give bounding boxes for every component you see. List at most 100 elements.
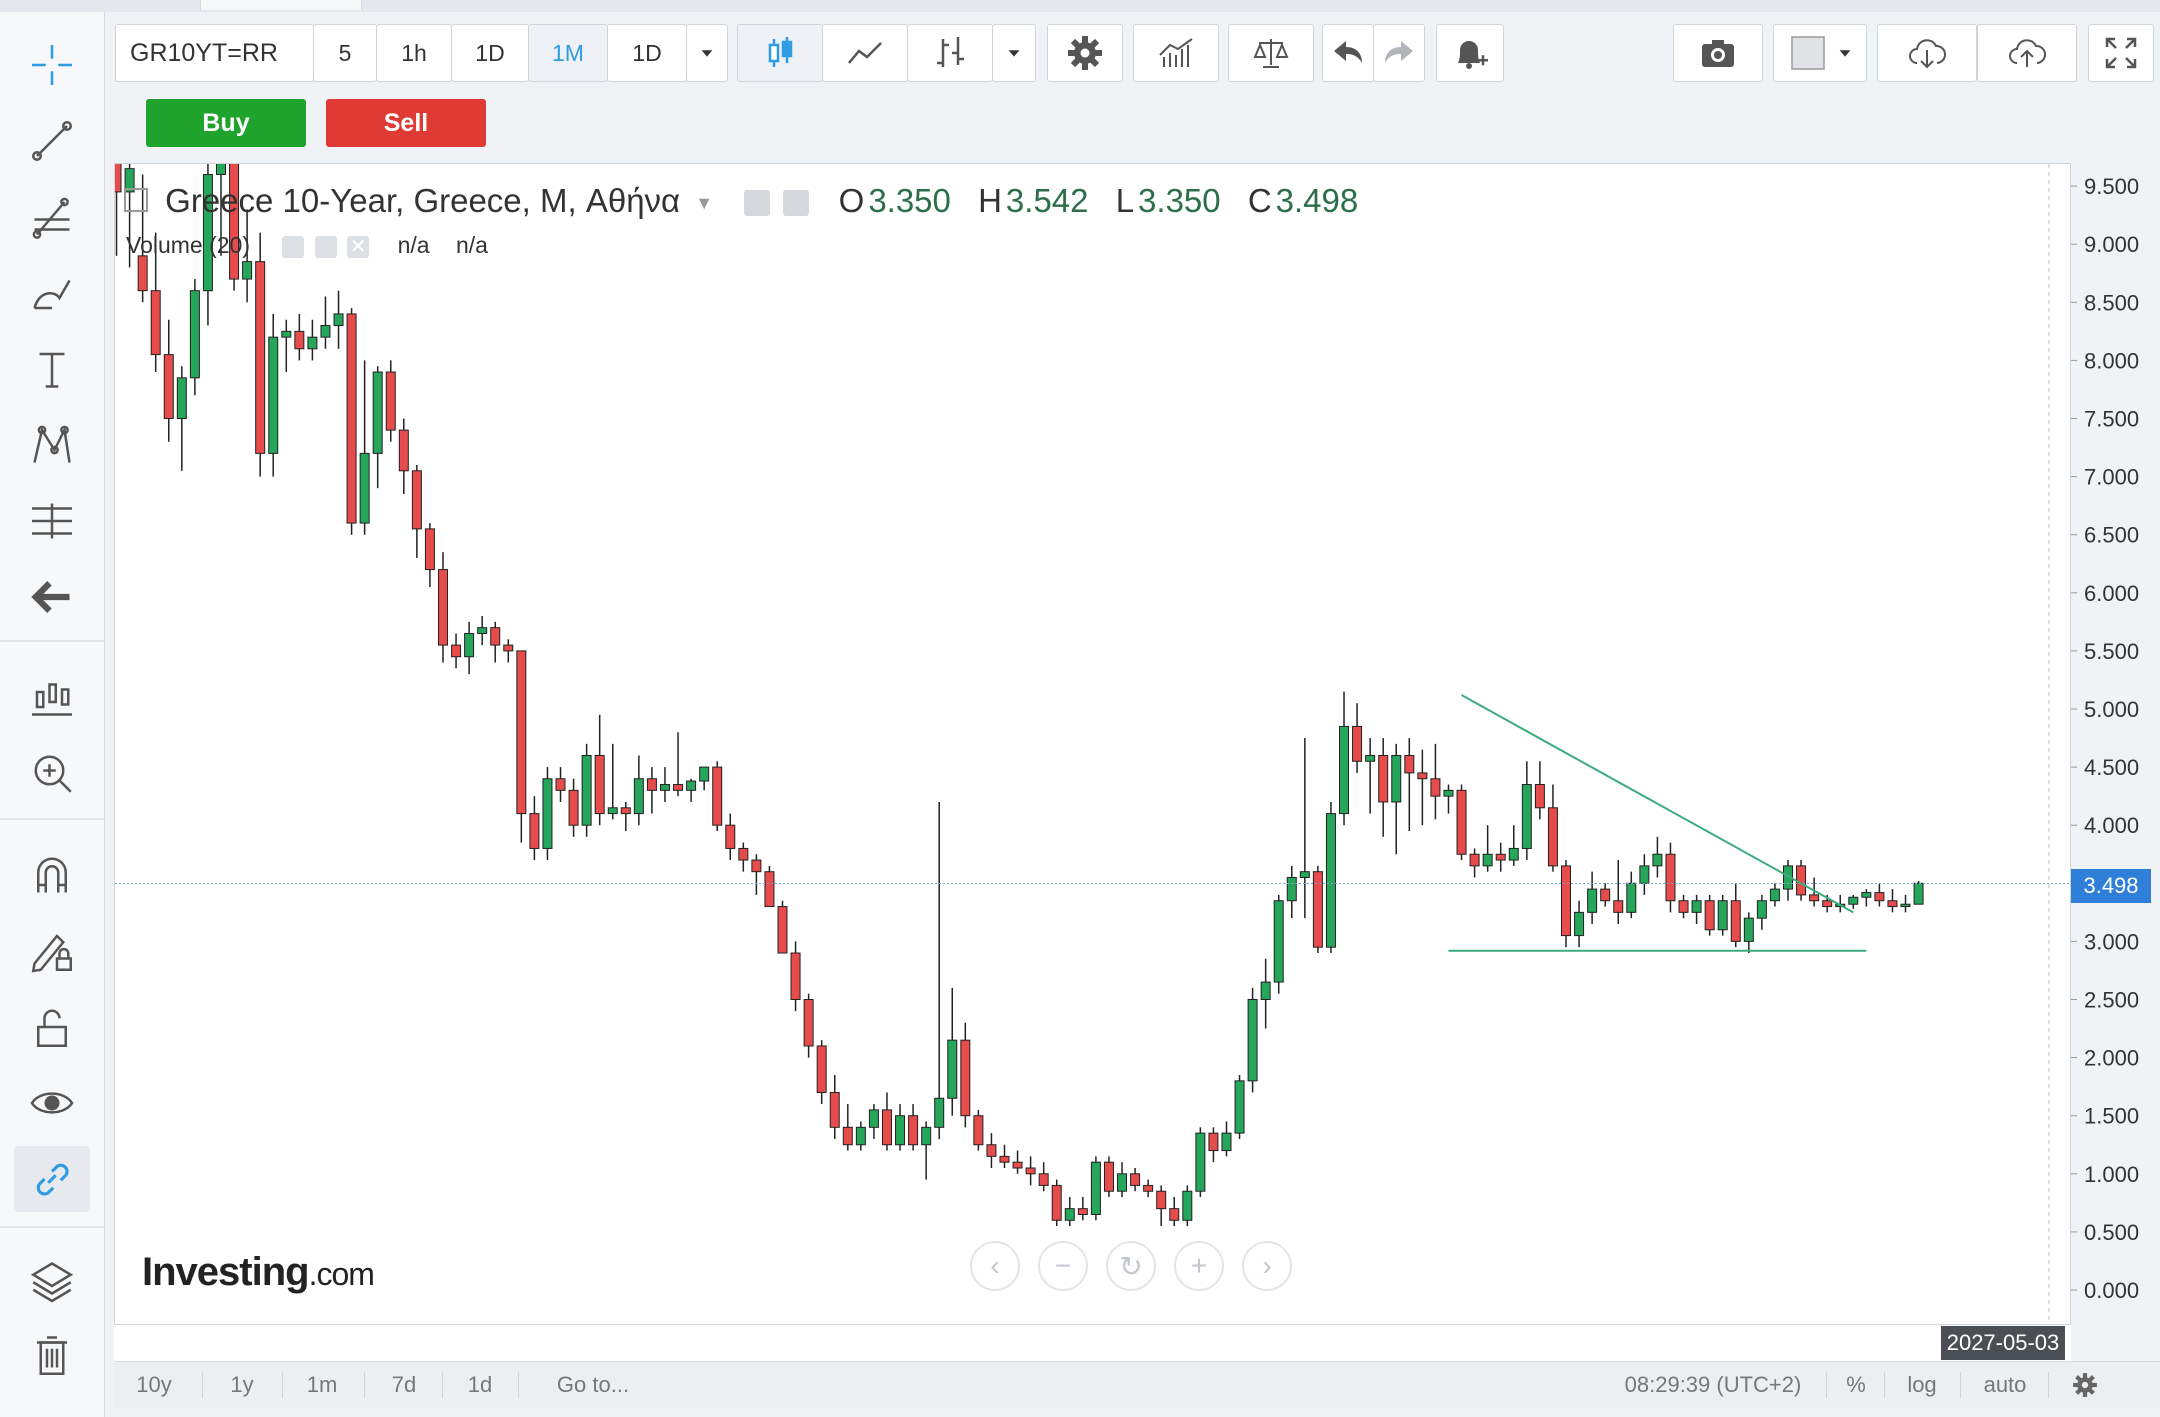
volume-settings-icon[interactable] bbox=[314, 235, 337, 258]
lock-drawing-tool[interactable] bbox=[14, 918, 90, 984]
chevron-down-icon[interactable]: ▼ bbox=[695, 192, 714, 213]
indicator-chart-icon bbox=[1159, 38, 1193, 67]
visibility-eye-icon[interactable] bbox=[744, 190, 771, 217]
sell-button[interactable]: Sell bbox=[326, 99, 486, 147]
y-tick-label: 0.000 bbox=[2084, 1278, 2139, 1303]
candle-body bbox=[1469, 853, 1480, 867]
cloud-upload-icon bbox=[2009, 39, 2046, 67]
candle bbox=[790, 941, 801, 1012]
close-icon[interactable]: ✕ bbox=[347, 235, 370, 258]
candle bbox=[1743, 912, 1754, 954]
save-layout-button[interactable] bbox=[1977, 24, 2077, 82]
candle-body bbox=[1691, 900, 1702, 913]
candle bbox=[1678, 894, 1689, 919]
candle bbox=[516, 650, 527, 843]
interval-1h-button[interactable]: 1h bbox=[376, 24, 452, 82]
zoom-tool[interactable] bbox=[14, 740, 90, 806]
range-1d-button[interactable]: 1d bbox=[467, 1372, 493, 1397]
range-1m-button[interactable]: 1m bbox=[306, 1372, 338, 1397]
ohlc-open: O 3.350 bbox=[838, 182, 951, 219]
settings-button[interactable] bbox=[1047, 24, 1123, 82]
unlock-tool[interactable] bbox=[14, 994, 90, 1060]
candle bbox=[1691, 894, 1702, 924]
time-axis[interactable] bbox=[114, 1325, 2071, 1361]
candle-body bbox=[1874, 892, 1885, 902]
interval-dropdown-button[interactable] bbox=[686, 24, 728, 82]
divider bbox=[202, 1372, 203, 1398]
indicators-tool[interactable] bbox=[14, 664, 90, 730]
candle-body bbox=[1312, 871, 1323, 948]
goto-date-button[interactable]: Go to... bbox=[556, 1372, 630, 1397]
candle bbox=[1521, 761, 1532, 861]
candle-body bbox=[268, 336, 279, 454]
candle bbox=[1156, 1185, 1167, 1227]
compare-button[interactable] bbox=[1228, 24, 1314, 82]
chart-style-dropdown[interactable] bbox=[992, 24, 1036, 82]
layout-select[interactable] bbox=[1773, 24, 1867, 82]
layers-tool[interactable] bbox=[14, 1248, 90, 1314]
candle bbox=[1025, 1156, 1036, 1186]
auto-scale-button[interactable]: auto bbox=[1983, 1372, 2027, 1397]
zoom-in-button[interactable]: + bbox=[1174, 1241, 1224, 1291]
brush-tool[interactable] bbox=[14, 260, 90, 326]
browser-tab[interactable] bbox=[200, 0, 362, 10]
candle bbox=[738, 842, 749, 872]
remove-drawings-tool[interactable] bbox=[14, 1322, 90, 1388]
range-1y-button[interactable]: 1y bbox=[230, 1372, 254, 1397]
zoom-out-button[interactable]: − bbox=[1038, 1241, 1088, 1291]
interval-5-button[interactable]: 5 bbox=[313, 24, 377, 82]
candle-body bbox=[1508, 847, 1519, 861]
collapse-legend-icon[interactable] bbox=[124, 188, 148, 213]
fib-tool[interactable] bbox=[14, 184, 90, 250]
undo-button[interactable] bbox=[1322, 24, 1374, 82]
candle-body bbox=[986, 1144, 997, 1157]
interval-1d-button[interactable]: 1D bbox=[451, 24, 529, 82]
snapshot-button[interactable] bbox=[1673, 24, 1763, 82]
volume-value-2: n/a bbox=[455, 232, 488, 258]
percent-scale-button[interactable]: % bbox=[1846, 1372, 1866, 1397]
magnet-tool[interactable] bbox=[14, 842, 90, 908]
fullscreen-button[interactable] bbox=[2088, 24, 2154, 82]
crosshair-tool[interactable] bbox=[14, 32, 90, 98]
trendline-resistance[interactable] bbox=[1461, 694, 1854, 914]
scroll-right-button[interactable]: › bbox=[1242, 1241, 1292, 1291]
candle bbox=[1665, 842, 1676, 913]
visibility-tool[interactable] bbox=[14, 1070, 90, 1136]
indicators-button[interactable] bbox=[1133, 24, 1219, 82]
text-tool[interactable] bbox=[14, 336, 90, 402]
trendline-tool[interactable] bbox=[14, 108, 90, 174]
hide-toolbar-button[interactable] bbox=[14, 564, 90, 630]
plus-icon: + bbox=[1190, 1250, 1208, 1281]
bars-style-button[interactable] bbox=[907, 24, 993, 82]
candle bbox=[424, 523, 435, 587]
investing-logo: Investing.com bbox=[142, 1250, 375, 1295]
series-settings-icon[interactable] bbox=[783, 190, 810, 217]
reset-chart-button[interactable]: ↻ bbox=[1106, 1241, 1156, 1291]
line-style-button[interactable] bbox=[822, 24, 908, 82]
candle-body bbox=[659, 784, 670, 791]
candle-body bbox=[477, 627, 488, 634]
log-scale-button[interactable]: log bbox=[1907, 1372, 1937, 1397]
chart-pane[interactable] bbox=[114, 163, 2071, 1325]
range-10y-button[interactable]: 10y bbox=[136, 1372, 172, 1397]
pattern-tool[interactable] bbox=[14, 412, 90, 478]
interval-custom-button[interactable]: 1D bbox=[607, 24, 687, 82]
candle bbox=[1809, 877, 1820, 907]
volume-eye-icon[interactable] bbox=[282, 235, 305, 258]
symbol-search-input[interactable]: GR10YT=RR bbox=[115, 24, 314, 82]
interval-1m-button[interactable]: 1M bbox=[528, 24, 608, 82]
link-tool[interactable] bbox=[14, 1146, 90, 1212]
candles-style-button[interactable] bbox=[737, 24, 823, 82]
ohlc-close: C 3.498 bbox=[1247, 182, 1359, 219]
candle bbox=[1064, 1197, 1075, 1227]
redo-button[interactable] bbox=[1373, 24, 1425, 82]
chart-properties-button[interactable] bbox=[2060, 1362, 2110, 1408]
range-7d-button[interactable]: 7d bbox=[391, 1372, 417, 1397]
alert-button[interactable] bbox=[1436, 24, 1504, 82]
load-layout-button[interactable] bbox=[1877, 24, 1977, 82]
buy-button[interactable]: Buy bbox=[146, 99, 306, 147]
scroll-left-button[interactable]: ‹ bbox=[970, 1241, 1020, 1291]
candle bbox=[372, 366, 383, 489]
measure-tool[interactable] bbox=[14, 488, 90, 554]
